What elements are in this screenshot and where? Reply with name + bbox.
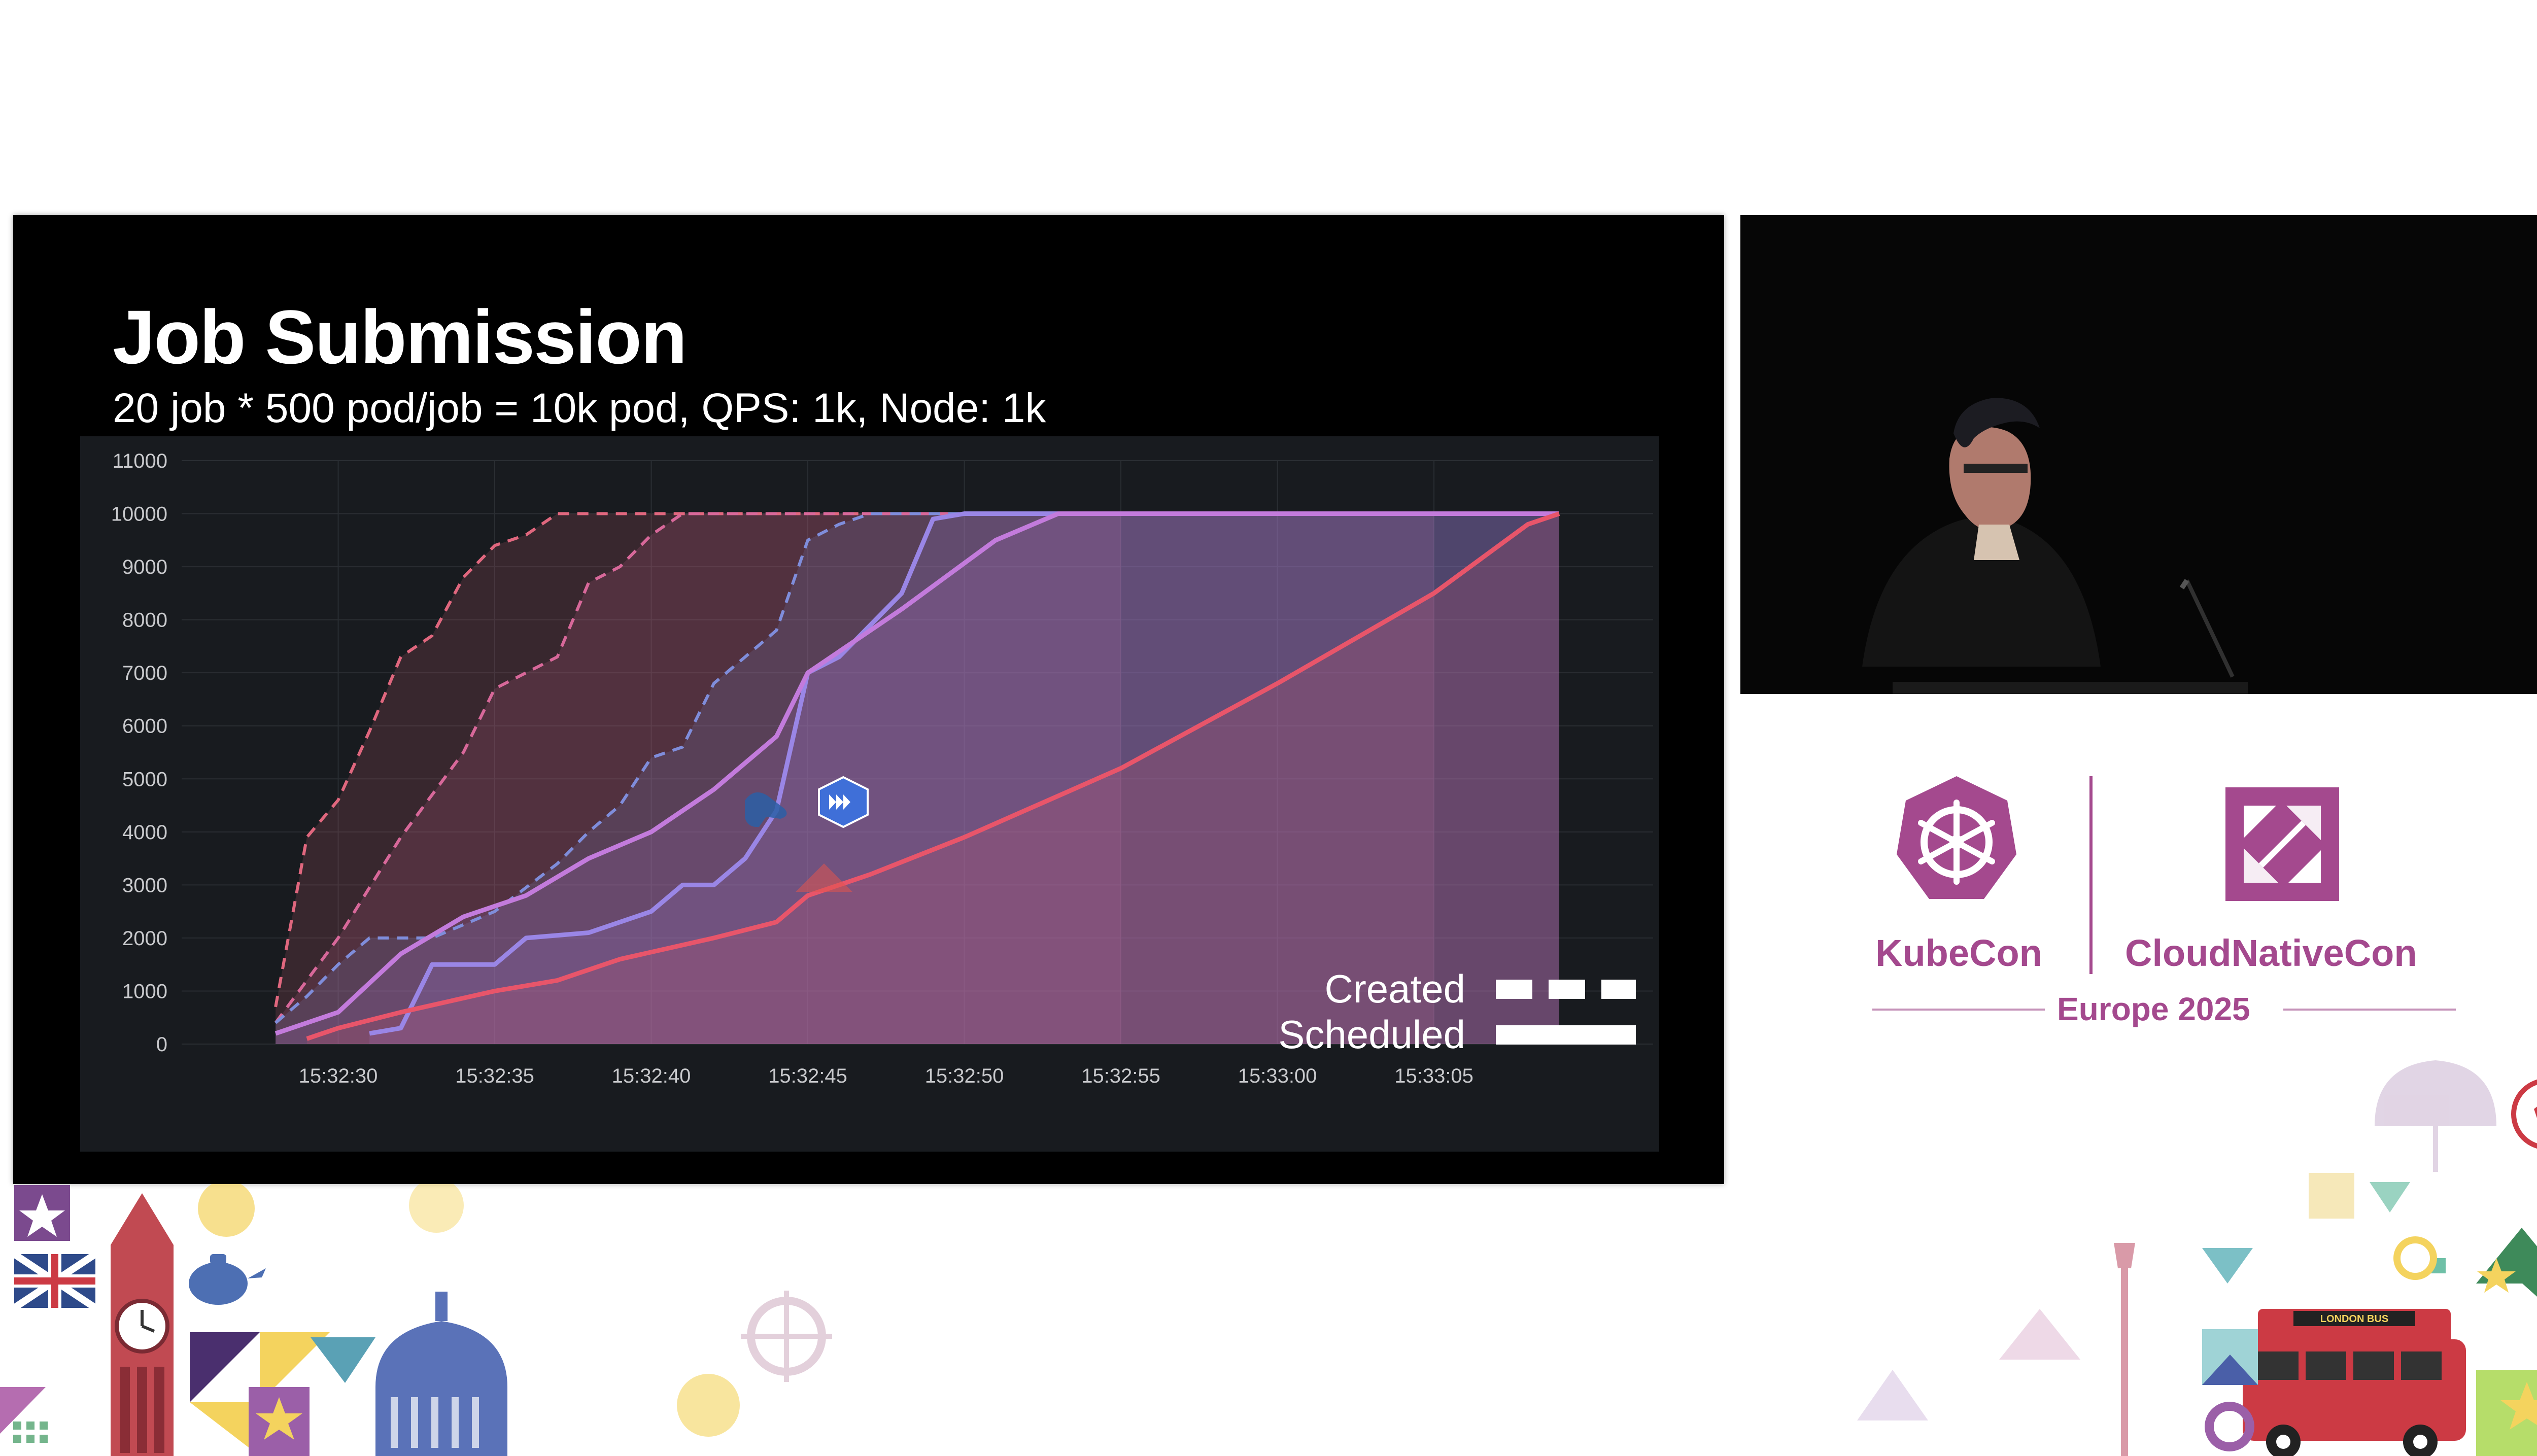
y-tick-label: 1000 <box>122 980 167 1002</box>
speaker-figure <box>1862 398 2248 694</box>
scheduled-series-line-6 <box>306 511 1560 1041</box>
geometric-tiles <box>0 1332 375 1456</box>
union-jack-icon <box>12 1251 97 1311</box>
series-area-4 <box>369 513 1559 1044</box>
brand-divider <box>2089 776 2093 974</box>
star-icon <box>14 1185 70 1241</box>
series-area-3 <box>276 513 1559 1044</box>
chart-areas <box>276 513 1559 1044</box>
lamp-post-icon <box>2114 1243 2135 1456</box>
chart-panel: 0 1000 2000 3000 4000 5000 6000 7000 8000 9000 100… <box>80 436 1659 1152</box>
x-tick-label: 15:32:35 <box>455 1065 534 1087</box>
chart-grid <box>182 460 1653 1045</box>
pointer-hand-icon <box>745 792 787 827</box>
scheduled-series-line-4 <box>369 511 1559 1036</box>
legend-scheduled-label: Scheduled <box>1278 1012 1465 1057</box>
geometric-tiles <box>1857 1173 2537 1456</box>
y-tick-label: 10000 <box>111 503 167 526</box>
series-area-6 <box>306 513 1559 1044</box>
speaker-video <box>1740 215 2537 694</box>
y-tick-label: 4000 <box>122 821 167 844</box>
presentation-slide: Job Submission 20 job * 500 pod/job = 10… <box>13 215 1724 1184</box>
y-tick-label: 3000 <box>122 874 167 896</box>
created-series-line-2 <box>274 512 1434 1024</box>
brand-rule-left <box>1872 1009 2045 1011</box>
legend-created-label: Created <box>1325 966 1466 1011</box>
x-tick-label: 15:32:45 <box>768 1065 847 1087</box>
series-area-2 <box>276 513 1434 1044</box>
umbrella-icon <box>2375 1060 2496 1172</box>
y-tick-label: 6000 <box>122 715 167 738</box>
grid-dots-icon <box>13 1422 48 1443</box>
skip-forward-icon[interactable] <box>818 776 869 828</box>
scheduled-series-line-5 <box>275 511 1559 1036</box>
created-series-line-1 <box>274 512 1121 1008</box>
chart-series-lines <box>274 511 1560 1041</box>
cloudnativecon-wordmark: CloudNativeCon <box>2125 932 2417 974</box>
teapot-icon <box>189 1254 266 1305</box>
london-illustration-left <box>0 1184 832 1456</box>
series-area-5 <box>276 513 1559 1044</box>
ship-wheel-icon <box>741 1291 832 1382</box>
x-axis-ticks: 15:32:30 15:32:35 15:32:40 15:32:45 15:32:50… <box>299 1065 1473 1087</box>
x-tick-label: 15:32:30 <box>299 1065 378 1087</box>
london-bus-icon: LONDON BUS <box>2243 1309 2466 1456</box>
slide-title: Job Submission <box>113 294 687 379</box>
sun-icon <box>198 1184 740 1437</box>
y-tick-label: 0 <box>156 1033 167 1056</box>
dome-icon <box>375 1292 507 1456</box>
y-tick-label: 8000 <box>122 609 167 632</box>
event-name: Europe 2025 <box>2057 991 2250 1027</box>
slide-subtitle: 20 job * 500 pod/job = 10k pod, QPS: 1k,… <box>113 385 1046 431</box>
bus-sign: LONDON BUS <box>2320 1313 2388 1325</box>
x-tick-label: 15:32:40 <box>612 1065 691 1087</box>
series-area-1 <box>276 513 1121 1044</box>
y-tick-label: 7000 <box>122 662 167 684</box>
chart-overlay-icons <box>745 776 869 892</box>
y-tick-label: 11000 <box>113 450 167 472</box>
kubecon-wordmark: KubeCon <box>1875 932 2042 974</box>
london-illustration-right: LONDON BUS <box>1857 1060 2537 1456</box>
football-icon <box>2511 1079 2537 1149</box>
x-tick-label: 15:32:55 <box>1081 1065 1160 1087</box>
x-tick-label: 15:33:05 <box>1394 1065 1473 1087</box>
y-tick-label: 5000 <box>122 768 167 790</box>
created-series-line-3 <box>275 512 1559 1024</box>
y-tick-label: 9000 <box>122 556 167 578</box>
conference-branding: KubeCon CloudNativeCon Europe 2025 <box>1847 761 2486 1045</box>
cncf-logo-icon <box>2225 787 2339 901</box>
job-submission-chart: 0 1000 2000 3000 4000 5000 6000 7000 8000 9000 100… <box>111 450 1653 1087</box>
y-axis-ticks: 0 1000 2000 3000 4000 5000 6000 7000 8000 9000 100… <box>111 450 167 1056</box>
kubernetes-wheel-icon <box>1897 776 2016 899</box>
y-tick-label: 2000 <box>122 927 167 950</box>
brand-rule-right <box>2283 1009 2456 1011</box>
x-tick-label: 15:32:50 <box>925 1065 1004 1087</box>
x-tick-label: 15:33:00 <box>1238 1065 1317 1087</box>
warning-marker-icon <box>796 863 852 892</box>
big-ben-icon <box>111 1193 174 1456</box>
